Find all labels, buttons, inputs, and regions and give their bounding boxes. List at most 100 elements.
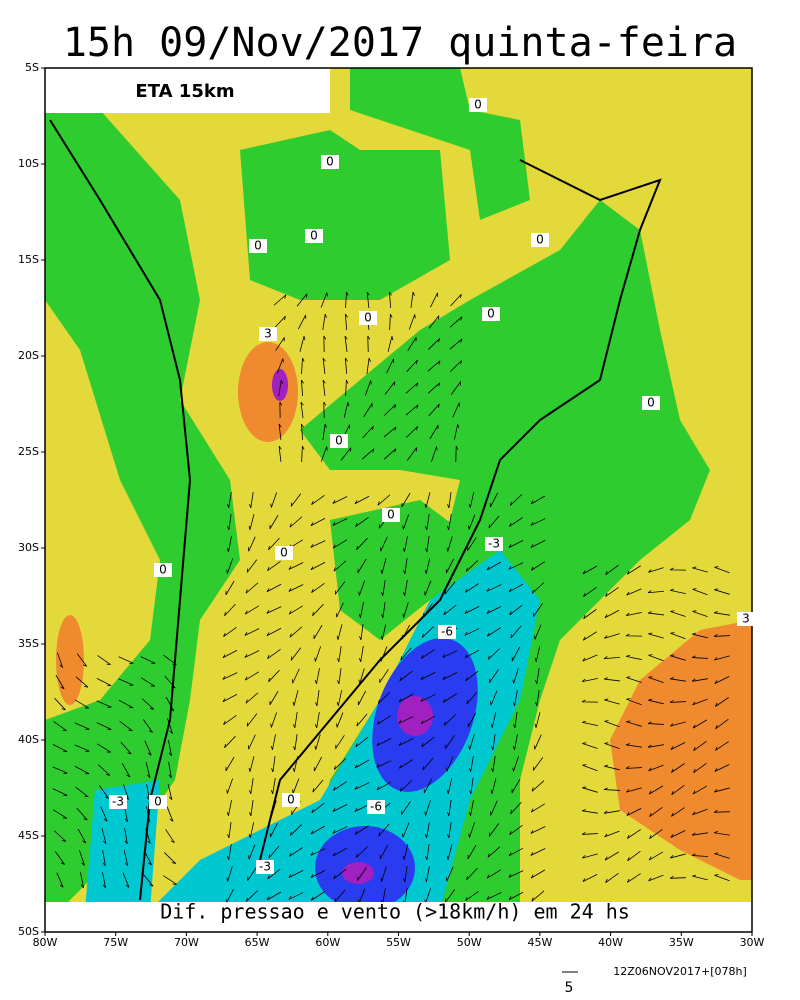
west-region <box>45 300 160 720</box>
wind-vector <box>358 580 366 596</box>
wind-vector <box>582 786 598 793</box>
wind-vector <box>75 786 89 798</box>
model-box <box>45 68 330 113</box>
wind-vector <box>465 560 479 572</box>
wind-vector <box>146 806 150 823</box>
wind-vector <box>603 656 621 660</box>
wind-vector <box>626 698 642 706</box>
contour-label-box <box>149 795 167 809</box>
wind-vector <box>354 804 370 812</box>
lon-label: 50W <box>457 936 482 949</box>
wind-vector <box>380 866 387 882</box>
wind-vector <box>400 647 412 661</box>
wind-vector <box>714 588 730 595</box>
wind-vector <box>692 719 708 729</box>
wind-vector <box>468 800 474 816</box>
wind-vector <box>355 846 369 858</box>
wind-vector <box>146 784 150 801</box>
wind-vector <box>627 829 641 839</box>
wind-vector <box>53 830 67 842</box>
contour-label: 0 <box>154 795 162 809</box>
wind-vector <box>489 669 499 683</box>
high-region <box>56 615 84 705</box>
wind-vector <box>490 712 497 728</box>
contour-label: 0 <box>254 239 262 253</box>
wind-vector <box>247 867 257 881</box>
wind-vector <box>402 844 409 860</box>
wind-vector <box>399 780 413 792</box>
wind-vector <box>355 517 369 527</box>
wind-vector <box>582 720 598 727</box>
wind-vector <box>398 716 414 724</box>
contour-label-box <box>382 508 400 522</box>
wind-vector <box>626 654 642 661</box>
wind-vector <box>626 808 642 816</box>
wind-vector <box>531 890 545 902</box>
wind-vector <box>491 756 496 773</box>
wind-vector <box>290 647 302 661</box>
wind-vector <box>714 566 730 574</box>
wind-vector <box>165 696 175 712</box>
wind-vector <box>691 832 708 836</box>
wind-vector <box>332 539 348 549</box>
wind-vector <box>671 784 685 796</box>
wind-vector <box>510 801 522 815</box>
wind-vector <box>380 646 388 662</box>
wind-vector <box>647 721 665 725</box>
wind-vector <box>626 565 641 575</box>
wind-vector <box>383 426 397 438</box>
wind-vector <box>625 743 642 748</box>
wind-vector <box>278 379 283 396</box>
lat-label: 30S <box>18 541 39 554</box>
wind-vector <box>406 447 418 461</box>
wind-vector <box>627 850 641 862</box>
wind-vector <box>333 868 347 880</box>
wind-vector <box>354 782 370 790</box>
wind-vector <box>423 778 433 794</box>
contour-label-box <box>275 546 293 560</box>
wind-vector <box>427 360 441 372</box>
wind-vector <box>648 676 664 684</box>
wind-vector <box>692 632 708 639</box>
wind-vector <box>535 690 540 707</box>
wind-vector <box>224 603 236 617</box>
wind-vector <box>77 828 87 844</box>
wind-vector <box>421 626 435 638</box>
wind-vector <box>534 712 541 728</box>
contour-label: 0 <box>287 793 295 807</box>
wind-vector <box>102 872 106 889</box>
wind-vector <box>227 514 232 531</box>
wind-vector <box>647 590 665 594</box>
contour-label: 0 <box>474 98 482 112</box>
wind-vector <box>336 712 344 728</box>
wind-vector <box>380 624 387 640</box>
wind-vector <box>421 736 435 748</box>
wind-vector <box>222 649 238 659</box>
wind-vector <box>691 655 709 659</box>
wind-vector <box>123 850 129 867</box>
wind-vector <box>582 631 597 641</box>
wind-vector <box>511 646 521 662</box>
wind-vector <box>118 656 134 664</box>
wind-vector <box>118 699 134 709</box>
wind-vector <box>670 610 686 617</box>
wind-vector <box>278 445 282 462</box>
wind-vector <box>604 609 620 619</box>
wind-vector <box>362 425 374 439</box>
wind-vector <box>511 778 521 794</box>
wind-vector <box>692 874 708 881</box>
contour-label-box <box>367 800 385 814</box>
wind-vector <box>489 492 499 508</box>
wind-vector <box>420 715 436 725</box>
wind-vector <box>279 401 283 419</box>
wind-vector <box>425 514 430 531</box>
wind-vector <box>403 866 408 883</box>
wind-vector <box>310 540 326 548</box>
wind-vector <box>364 380 372 396</box>
amazon-region <box>350 68 530 220</box>
lat-label: 25S <box>18 445 39 458</box>
wind-vector <box>143 850 153 866</box>
lat-label: 35S <box>18 637 39 650</box>
wind-vector <box>224 735 236 749</box>
wind-vector <box>425 536 430 553</box>
